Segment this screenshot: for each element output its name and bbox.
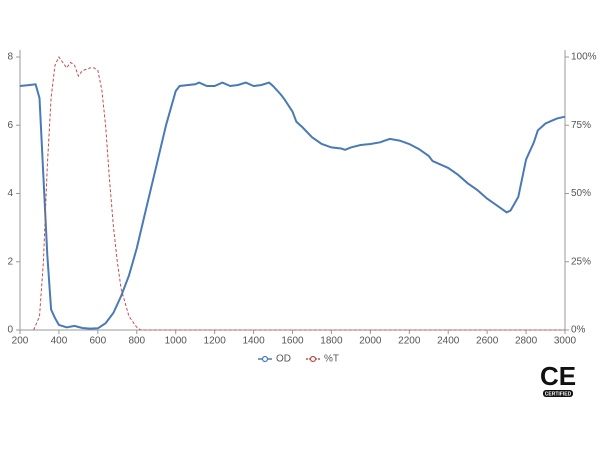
x-tick-label: 800 xyxy=(128,336,145,347)
y-tick-label: 8 xyxy=(7,52,13,63)
legend-marker xyxy=(309,355,317,363)
y2-tick-label: 0% xyxy=(571,325,586,336)
line xyxy=(33,56,565,331)
x-tick-label: 2800 xyxy=(515,336,538,347)
x-tick-label: 2000 xyxy=(359,336,382,347)
y-tick-label: 6 xyxy=(7,120,13,131)
x-tick-label: 400 xyxy=(51,336,68,347)
x-tick-label: 3000 xyxy=(554,336,577,347)
ce-caption: CERTIFIED xyxy=(545,391,572,397)
y-tick-label: 4 xyxy=(7,188,13,199)
legend-label: OD xyxy=(276,354,291,365)
y-tick-label: 2 xyxy=(7,256,13,267)
x-tick-label: 1000 xyxy=(165,336,188,347)
x-tick-label: 1200 xyxy=(204,336,227,347)
x-tick-label: 600 xyxy=(90,336,107,347)
y2-tick-label: 75% xyxy=(571,120,591,131)
line xyxy=(19,81,566,330)
legend-label: %T xyxy=(324,354,339,365)
y2-tick-label: 25% xyxy=(571,256,591,267)
x-tick-label: 2400 xyxy=(437,336,460,347)
x-tick-label: 1600 xyxy=(281,336,304,347)
y2-tick-label: 50% xyxy=(571,188,591,199)
x-tick-label: 200 xyxy=(12,336,29,347)
legend-marker xyxy=(261,355,269,363)
x-tick-label: 1800 xyxy=(320,336,343,347)
x-tick-label: 2200 xyxy=(398,336,421,347)
ce-caption-bg xyxy=(543,390,573,397)
ce-mark: CE xyxy=(540,361,576,391)
y2-tick-label: 100% xyxy=(571,52,597,63)
x-tick-label: 1400 xyxy=(242,336,265,347)
y-tick-label: 0 xyxy=(7,325,13,336)
x-tick-label: 2600 xyxy=(476,336,499,347)
